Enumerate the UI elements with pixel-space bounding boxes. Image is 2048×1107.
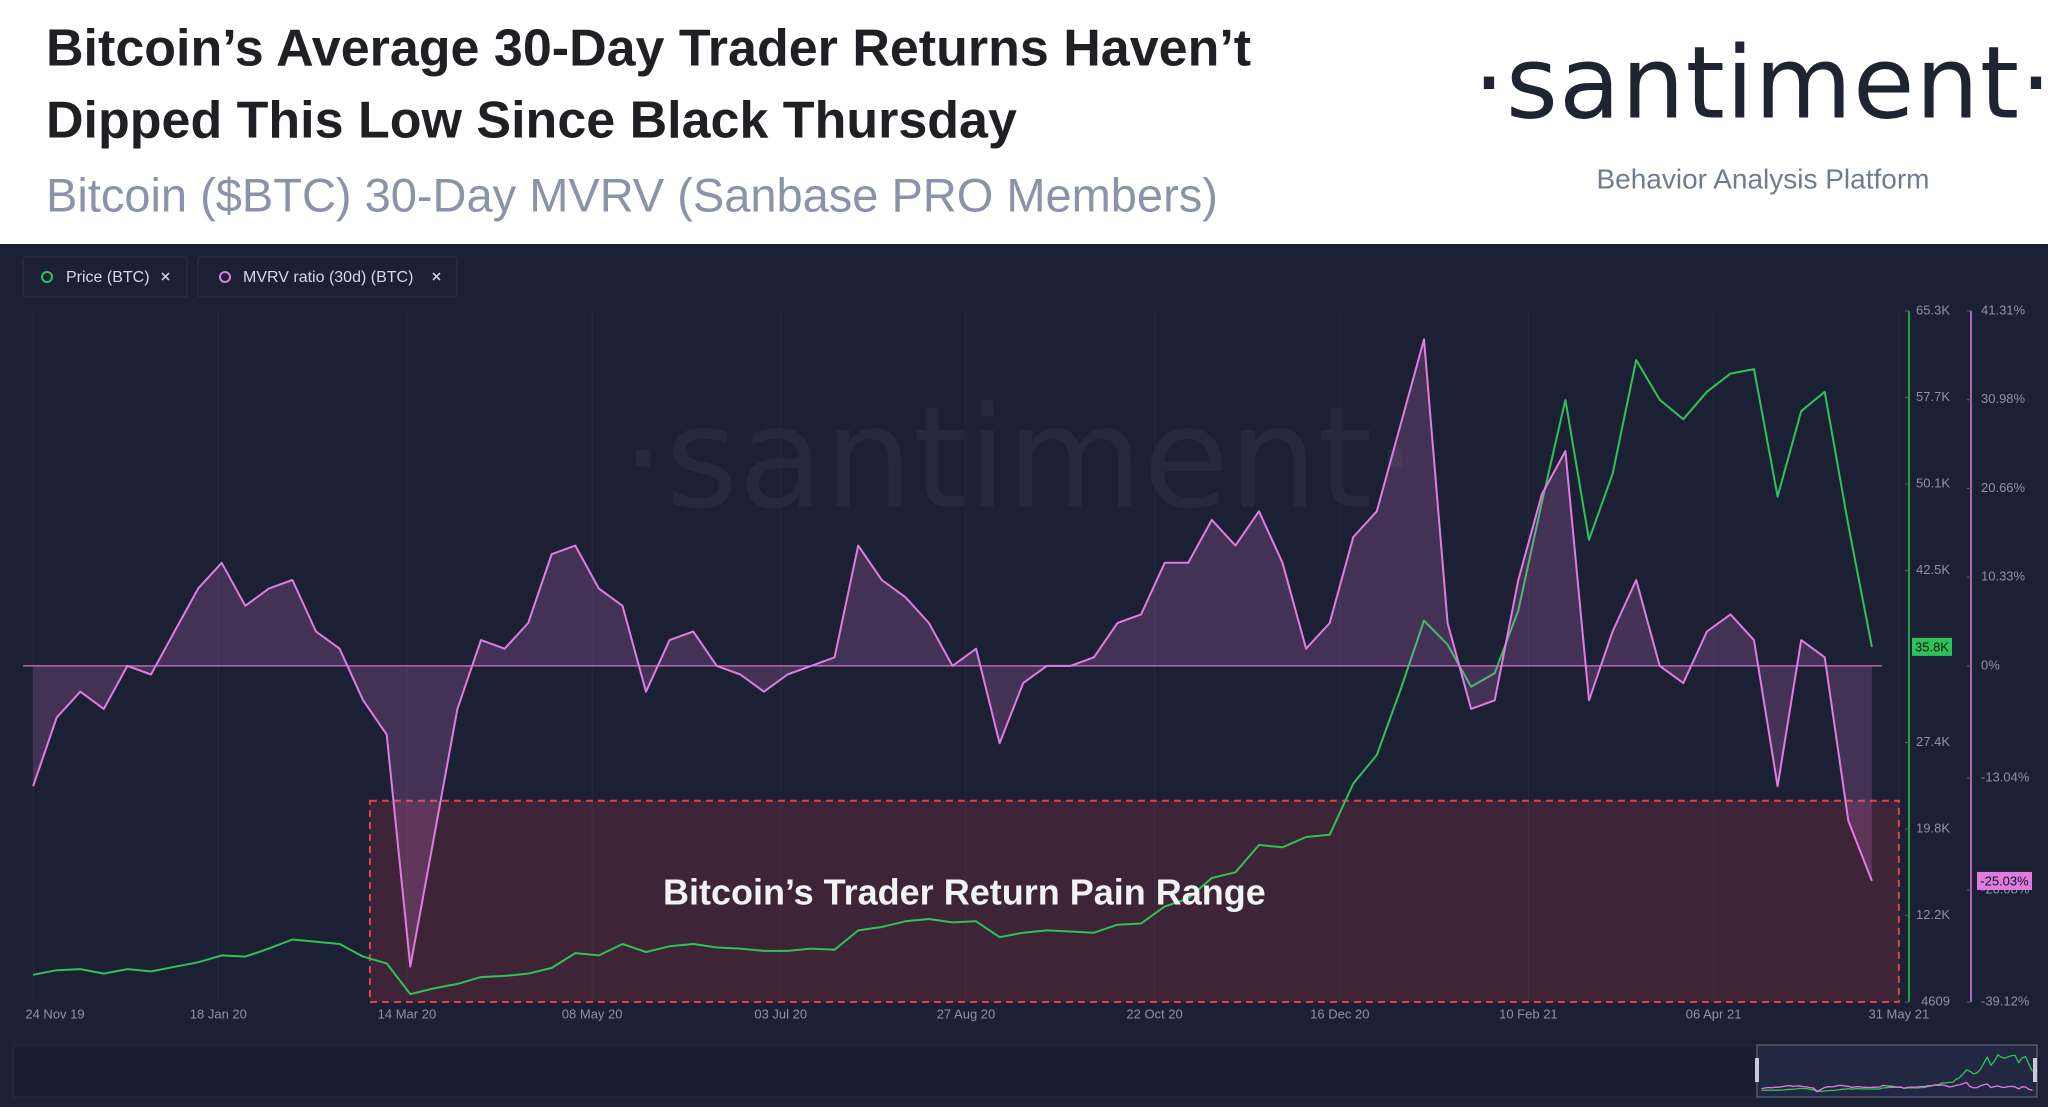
- highlight-range: [368, 799, 1900, 1004]
- x-tick-label: 27 Aug 20: [937, 1006, 996, 1021]
- chart-subtitle: Bitcoin ($BTC) 30-Day MVRV (Sanbase PRO …: [46, 168, 1218, 221]
- y2-tick-label: 20.66%: [1981, 480, 2026, 495]
- y-tick-label: 12.2K: [1916, 907, 1950, 922]
- y-tick-label: 42.5K: [1916, 562, 1950, 577]
- x-tick-label: 03 Jul 20: [754, 1006, 807, 1021]
- legend-box[interactable]: [197, 256, 458, 298]
- value-tag: [1977, 871, 2032, 890]
- navigator-lines: [1761, 1054, 2034, 1093]
- legend-close[interactable]: [432, 272, 441, 281]
- x-tick-label: 24 Nov 19: [25, 1006, 84, 1021]
- value-label: 35.8K: [1915, 639, 1949, 654]
- legend-icon: [219, 271, 231, 283]
- tagline: Behavior Analysis Platform: [1596, 163, 1929, 194]
- series-line: [1761, 1081, 2033, 1093]
- y2-tick-label: 10.33%: [1981, 569, 2026, 584]
- series-area: [33, 339, 1872, 967]
- y2-tick-label: -13.04%: [1981, 769, 2030, 784]
- legend-box[interactable]: [22, 256, 188, 298]
- legend-close[interactable]: [161, 272, 170, 281]
- series-line: [32, 359, 1873, 996]
- x-tick-label: 16 Dec 20: [1310, 1006, 1369, 1021]
- grid: [23, 311, 1900, 1004]
- y-tick-label: 19.8K: [1916, 820, 1950, 835]
- navigator-selection[interactable]: [1756, 1044, 2038, 1098]
- x-tick-label: 10 Feb 21: [1499, 1006, 1558, 1021]
- x-tick-label: 14 Mar 20: [378, 1006, 437, 1021]
- y-tick-label: 57.7K: [1916, 389, 1950, 404]
- legend-label: MVRV ratio (30d) (BTC): [243, 269, 413, 286]
- value-tag: [1912, 637, 1952, 656]
- y2-tick-label: 0%: [1981, 657, 2000, 672]
- axes: 24 Nov 19 18 Jan 20 14 Mar 20 08 May 20 03 J…: [25, 302, 2032, 1021]
- x-tick-label: 06 Apr 21: [1686, 1006, 1742, 1021]
- chart-background: [0, 244, 2048, 1107]
- y2-tick-label: -39.12%: [1981, 993, 2030, 1008]
- y-tick-label: 27.4K: [1916, 734, 1950, 749]
- x-tick-label: 31 May 21: [1868, 1006, 1929, 1021]
- marks: Bitcoin’s Trader Return Pain Range: [32, 338, 1873, 996]
- legend: Price (BTC) MVRV ratio (30d) (BTC): [22, 256, 458, 298]
- y-tick-label: 4609: [1921, 993, 1950, 1008]
- y-tick-label: 65.3K: [1916, 302, 1950, 317]
- series-line: [32, 338, 1873, 968]
- y2-tick-label: 41.31%: [1981, 302, 2026, 317]
- x-tick-label: 18 Jan 20: [190, 1006, 247, 1021]
- chart-title: Dipped This Low Since Black Thursday: [46, 92, 1017, 150]
- header-background: [0, 0, 2048, 244]
- watermark: ·santiment·: [621, 378, 1417, 541]
- y-tick-label: 50.1K: [1916, 475, 1950, 490]
- navigator-handle[interactable]: [2033, 1058, 2037, 1082]
- x-tick-label: 22 Oct 20: [1126, 1006, 1182, 1021]
- legend-icon: [41, 271, 53, 283]
- value-label: -25.03%: [1980, 873, 2029, 888]
- y2-tick-label: 30.98%: [1981, 391, 2026, 406]
- legend-label: Price (BTC): [66, 269, 150, 286]
- x-tick-label: 08 May 20: [562, 1006, 623, 1021]
- highlight-label: Bitcoin’s Trader Return Pain Range: [663, 872, 1266, 913]
- navigator-handle[interactable]: [1755, 1058, 1759, 1082]
- logo: ·santiment·: [1473, 24, 2048, 141]
- chart-title: Bitcoin’s Average 30-Day Trader Returns …: [46, 20, 1251, 78]
- navigator[interactable]: [12, 1044, 2038, 1098]
